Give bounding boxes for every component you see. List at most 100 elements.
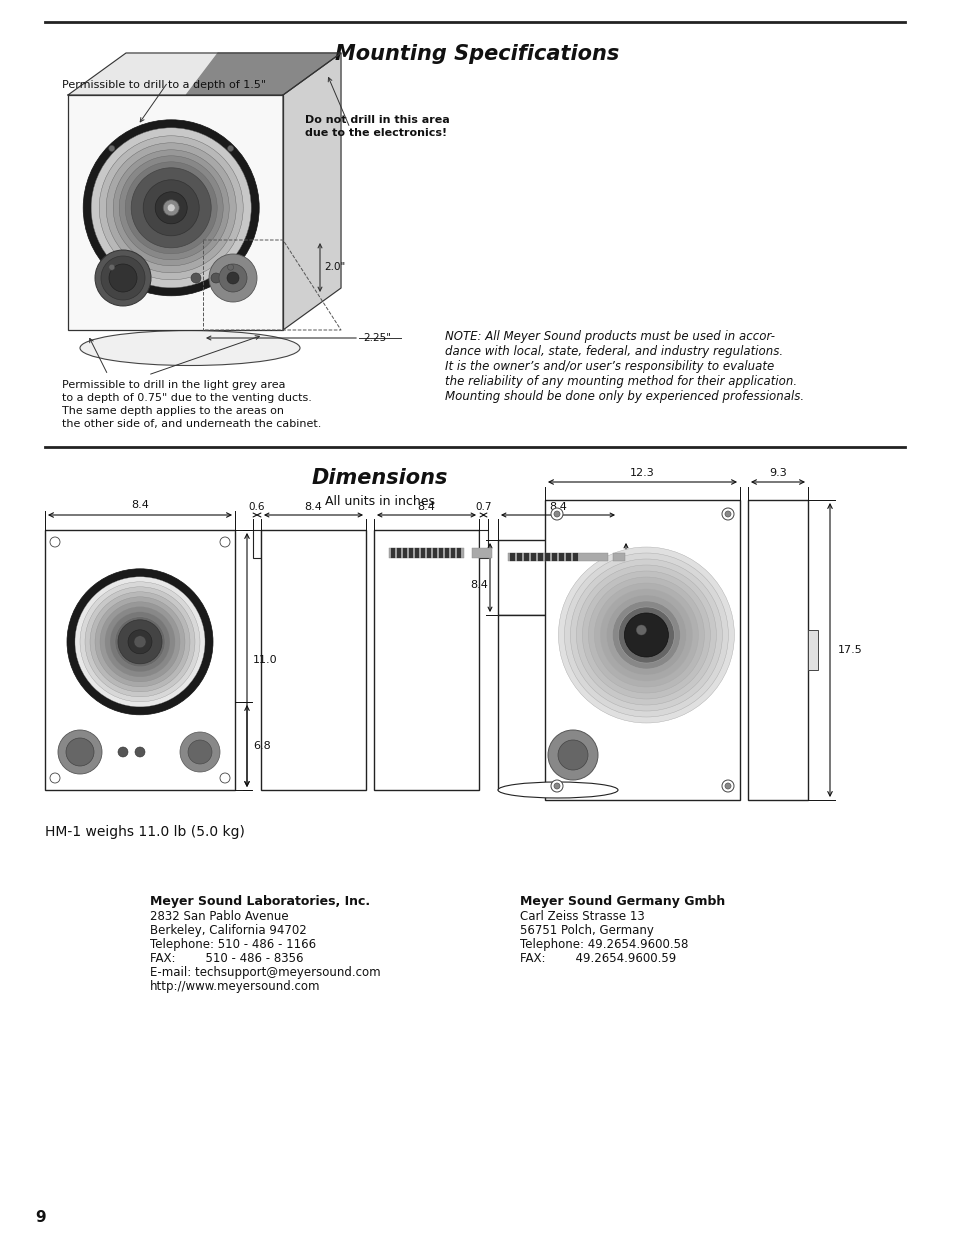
Circle shape (135, 747, 145, 757)
Circle shape (133, 636, 146, 648)
Text: HM-1 weighs 11.0 lb (5.0 kg): HM-1 weighs 11.0 lb (5.0 kg) (45, 825, 245, 839)
Text: dance with local, state, federal, and industry regulations.: dance with local, state, federal, and in… (444, 345, 782, 358)
Text: Meyer Sound Germany Gmbh: Meyer Sound Germany Gmbh (519, 895, 724, 908)
Bar (807, 630, 817, 671)
Bar (544, 553, 550, 561)
Circle shape (155, 191, 187, 224)
Bar (45, 530, 234, 790)
Text: due to the electronics!: due to the electronics! (305, 128, 447, 138)
Text: 56751 Polch, Germany: 56751 Polch, Germany (519, 924, 653, 937)
Circle shape (612, 601, 679, 669)
Polygon shape (186, 53, 340, 95)
Text: Meyer Sound Laboratories, Inc.: Meyer Sound Laboratories, Inc. (150, 895, 370, 908)
Circle shape (220, 773, 230, 783)
Bar (402, 548, 407, 558)
Circle shape (624, 613, 668, 657)
Text: Mounting should be done only by experienced professionals.: Mounting should be done only by experien… (444, 390, 803, 403)
Bar (451, 548, 455, 558)
Circle shape (558, 740, 587, 769)
Text: 6.8: 6.8 (253, 741, 271, 751)
Text: The same depth applies to the areas on: The same depth applies to the areas on (62, 406, 284, 416)
Text: Berkeley, California 94702: Berkeley, California 94702 (150, 924, 307, 937)
Text: 0.6: 0.6 (249, 501, 265, 513)
Text: 8.4: 8.4 (470, 580, 488, 590)
Text: 9: 9 (35, 1210, 46, 1225)
Circle shape (118, 620, 162, 663)
Circle shape (106, 143, 236, 273)
Circle shape (636, 625, 646, 635)
Bar (68, 95, 283, 330)
Circle shape (188, 740, 212, 764)
Bar (565, 553, 571, 561)
Circle shape (163, 200, 179, 216)
Text: http://www.meyersound.com: http://www.meyersound.com (150, 981, 320, 993)
Bar (510, 553, 515, 561)
Text: 0.7: 0.7 (475, 501, 491, 513)
Text: 8.4: 8.4 (131, 500, 149, 510)
Circle shape (721, 781, 733, 792)
Bar (507, 553, 607, 561)
Circle shape (551, 508, 562, 520)
Circle shape (85, 587, 194, 697)
Circle shape (67, 569, 213, 715)
Circle shape (547, 730, 598, 781)
Text: Telephone: 49.2654.9600.58: Telephone: 49.2654.9600.58 (519, 939, 688, 951)
Circle shape (113, 149, 229, 266)
Circle shape (724, 783, 730, 789)
Circle shape (105, 606, 174, 677)
Circle shape (80, 582, 200, 701)
Bar (374, 530, 478, 790)
Bar (261, 530, 366, 790)
Bar (420, 548, 424, 558)
Circle shape (588, 577, 703, 693)
Circle shape (581, 571, 710, 699)
Circle shape (100, 601, 180, 682)
Bar (497, 540, 618, 615)
Bar (444, 548, 449, 558)
Circle shape (721, 508, 733, 520)
Bar (552, 553, 557, 561)
Circle shape (594, 583, 698, 687)
Circle shape (101, 256, 145, 300)
Circle shape (576, 564, 716, 705)
Text: Telephone: 510 - 486 - 1166: Telephone: 510 - 486 - 1166 (150, 939, 315, 951)
Circle shape (83, 120, 259, 296)
Bar (456, 548, 460, 558)
Bar (396, 548, 400, 558)
Circle shape (554, 511, 559, 517)
Circle shape (75, 577, 205, 706)
Circle shape (180, 732, 220, 772)
Circle shape (66, 739, 94, 766)
Ellipse shape (497, 782, 618, 798)
Circle shape (132, 168, 211, 248)
Bar (544, 500, 740, 800)
Text: Do not drill in this area: Do not drill in this area (305, 115, 449, 125)
Circle shape (219, 264, 247, 291)
Circle shape (211, 273, 221, 283)
Text: 11.0: 11.0 (253, 655, 277, 664)
Text: to a depth of 0.75" due to the venting ducts.: to a depth of 0.75" due to the venting d… (62, 393, 312, 403)
Circle shape (554, 783, 559, 789)
Circle shape (228, 264, 233, 270)
Text: NOTE: All Meyer Sound products must be used in accor-: NOTE: All Meyer Sound products must be u… (444, 330, 774, 343)
Text: 1.5: 1.5 (633, 550, 650, 559)
Bar (438, 548, 442, 558)
Circle shape (50, 773, 60, 783)
Polygon shape (283, 53, 340, 330)
Circle shape (551, 781, 562, 792)
Circle shape (109, 146, 114, 152)
Circle shape (109, 264, 114, 270)
Circle shape (191, 273, 201, 283)
Bar (573, 553, 578, 561)
Bar (531, 553, 536, 561)
Circle shape (109, 264, 137, 291)
Circle shape (220, 537, 230, 547)
Text: 8.4: 8.4 (304, 501, 322, 513)
Text: the reliability of any mounting method for their application.: the reliability of any mounting method f… (444, 375, 797, 388)
Text: 2832 San Pablo Avenue: 2832 San Pablo Avenue (150, 910, 289, 923)
Text: Permissible to drill to a depth of 1.5": Permissible to drill to a depth of 1.5" (62, 80, 266, 90)
Text: E-mail: techsupport@meyersound.com: E-mail: techsupport@meyersound.com (150, 966, 380, 979)
Bar (433, 548, 436, 558)
Text: FAX:        49.2654.9600.59: FAX: 49.2654.9600.59 (519, 952, 676, 965)
Circle shape (209, 254, 256, 303)
